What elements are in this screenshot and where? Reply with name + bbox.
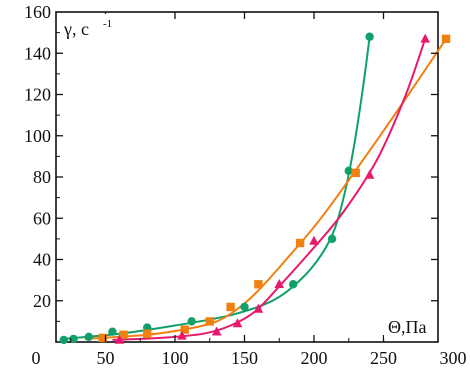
series-3-point (177, 330, 187, 340)
series-1-point (59, 335, 68, 345)
x-axis-title: Θ,Па (388, 317, 427, 337)
y-tick-label: 120 (24, 85, 51, 105)
x-tick-label: 300 (440, 348, 467, 368)
series-2-point (226, 302, 235, 312)
series-3-point (232, 318, 243, 328)
series-1-point (344, 166, 353, 176)
y-axis-title-superscript: -1 (103, 18, 112, 30)
series-2-point (441, 34, 451, 44)
data-markers (59, 32, 451, 345)
series-1-fit-line (63, 36, 371, 340)
x-tick-label: 200 (301, 348, 328, 368)
y-tick-label: 100 (24, 126, 51, 146)
series-2-point (295, 238, 305, 248)
series-2-point (351, 168, 360, 178)
series-3-point (114, 334, 125, 344)
series-3-point (253, 303, 264, 313)
x-axis-title-bg (384, 312, 436, 338)
y-tick-label: 80 (33, 167, 51, 187)
x-tick-label: 50 (97, 348, 115, 368)
series-2-point (98, 333, 107, 343)
x-tick-label: 0 (32, 348, 41, 368)
y-tick-label: 40 (33, 250, 51, 270)
series-3-point (274, 279, 285, 289)
series-2-point (143, 329, 152, 338)
x-tick-label: 150 (231, 348, 258, 368)
plot-frame (55, 11, 439, 343)
y-axis-title: γ, c (63, 19, 89, 39)
series-2-point (254, 280, 263, 289)
x-tick-label: 250 (370, 348, 397, 368)
series-2-point (205, 317, 214, 326)
y-tick-label: 20 (33, 291, 51, 311)
series-3-point (309, 235, 319, 245)
tick-labels: 0 50 100 150 200 250 300 20 40 60 80 100 120 140 160 (24, 2, 467, 368)
series-1-point (365, 32, 374, 41)
series-1-point (187, 317, 196, 326)
series-1-point (240, 302, 249, 312)
series-1-point (108, 327, 117, 336)
series-1-point (327, 234, 337, 244)
y-tick-label: 60 (33, 208, 51, 228)
series-3-point (211, 326, 222, 336)
x-tick-label: 100 (162, 348, 189, 368)
series-3-point (364, 169, 375, 179)
y-tick-label: 160 (24, 2, 51, 22)
series-3-point (420, 33, 430, 43)
series-1-point (288, 280, 298, 289)
axis-ticks (56, 12, 438, 342)
series-3-fit-line (112, 38, 427, 341)
series-1-point (69, 334, 78, 344)
fit-curves (63, 36, 447, 341)
series-2-point (180, 325, 189, 334)
y-axis-title-bg (60, 14, 118, 40)
series-2-fit-line (84, 38, 447, 340)
series-2-point (119, 330, 128, 339)
series-1-point (84, 332, 94, 342)
y-tick-label: 140 (24, 43, 51, 63)
